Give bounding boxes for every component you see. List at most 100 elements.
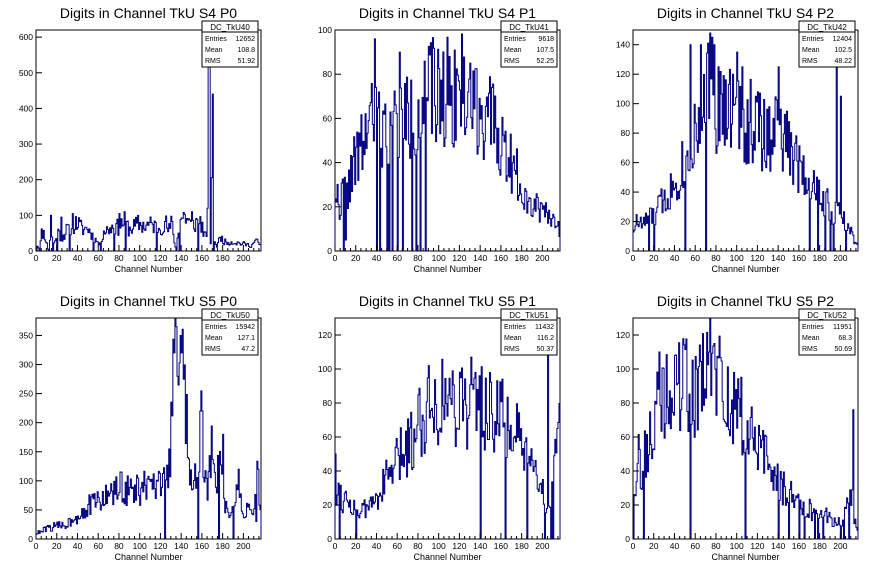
x-tick-label: 200 (535, 541, 549, 551)
stats-value: 127.1 (237, 335, 255, 342)
stats-label: Entries (504, 324, 526, 331)
y-tick-label: 40 (323, 158, 333, 168)
histogram-title: Digits in Channel TkU S5 P0 (60, 293, 237, 309)
y-tick-label: 40 (621, 466, 631, 476)
x-tick-label: 120 (153, 541, 167, 551)
x-tick-label: 80 (711, 541, 721, 551)
histogram-line (633, 317, 859, 540)
x-axis-label: Channel Number (413, 552, 481, 562)
stats-name: DC_TkU52 (807, 311, 847, 320)
y-tick-label: 100 (616, 364, 630, 374)
x-tick-label: 140 (174, 541, 188, 551)
x-tick-label: 80 (711, 253, 721, 263)
y-tick-label: 0 (327, 246, 332, 256)
x-tick-label: 100 (432, 253, 446, 263)
y-tick-label: 40 (621, 187, 631, 197)
x-tick-label: 40 (73, 541, 83, 551)
y-tick-label: 0 (28, 246, 33, 256)
histogram-line (632, 32, 859, 252)
x-tick-label: 160 (195, 253, 209, 263)
x-tick-label: 60 (93, 253, 103, 263)
x-tick-label: 140 (473, 541, 487, 551)
stats-value: 11951 (833, 324, 852, 331)
y-tick-label: 140 (616, 40, 630, 50)
x-tick-label: 0 (333, 541, 338, 551)
stats-label: RMS (504, 346, 520, 353)
x-tick-label: 0 (631, 253, 636, 263)
x-tick-label: 60 (392, 541, 402, 551)
x-tick-label: 0 (34, 253, 39, 263)
stats-label: Mean (205, 47, 223, 54)
x-tick-label: 0 (631, 541, 636, 551)
x-tick-label: 160 (195, 541, 209, 551)
x-axis-label: Channel Number (114, 552, 182, 562)
x-tick-label: 120 (153, 253, 167, 263)
y-tick-label: 200 (19, 418, 33, 428)
x-tick-label: 60 (93, 541, 103, 551)
x-tick-label: 180 (515, 253, 529, 263)
stats-label: Mean (504, 335, 522, 342)
x-tick-label: 0 (333, 253, 338, 263)
x-tick-label: 20 (52, 253, 62, 263)
histogram-panel-4: Digits in Channel TkU S5 P1 0 20 40 60 80 100 1… (318, 293, 561, 562)
x-tick-label: 20 (351, 253, 361, 263)
x-tick-label: 20 (351, 541, 361, 551)
stats-value: 102.5 (834, 47, 852, 54)
stats-label: RMS (504, 58, 520, 65)
x-tick-label: 80 (114, 541, 124, 551)
y-tick-label: 80 (323, 398, 333, 408)
x-tick-label: 120 (452, 253, 466, 263)
stats-value: 116.2 (537, 335, 554, 342)
x-axis-label: Channel Number (711, 264, 779, 274)
y-tick-label: 100 (318, 25, 332, 35)
stats-value: 15942 (236, 324, 256, 331)
x-tick-label: 180 (813, 541, 827, 551)
stats-box: DC_TkU50 Entries 15942 Mean 127.1 RMS 47.2 (201, 308, 259, 356)
plot-frame (334, 29, 561, 252)
histogram-title: Digits in Channel TkU S4 P2 (657, 5, 834, 21)
histogram-title: Digits in Channel TkU S5 P2 (657, 293, 834, 309)
y-tick-label: 100 (616, 99, 630, 109)
x-tick-label: 0 (34, 541, 39, 551)
y-tick-label: 120 (318, 330, 332, 340)
y-tick-label: 0 (28, 534, 33, 544)
y-tick-label: 500 (19, 68, 33, 78)
stats-label: Entries (205, 36, 227, 43)
x-tick-label: 40 (372, 541, 382, 551)
y-tick-label: 150 (19, 447, 33, 457)
stats-label: Mean (205, 335, 223, 342)
stats-value: 108.8 (237, 47, 255, 54)
stats-label: Entries (802, 36, 824, 43)
y-tick-label: 20 (621, 500, 631, 510)
y-tick-label: 200 (19, 175, 33, 185)
stats-value: 9618 (538, 36, 554, 43)
histogram-line (35, 317, 262, 540)
stats-value: 50.69 (834, 346, 852, 353)
stats-value: 11432 (535, 324, 554, 331)
y-tick-label: 350 (19, 330, 33, 340)
stats-value: 50.37 (536, 346, 554, 353)
x-tick-label: 40 (372, 253, 382, 263)
stats-box: DC_TkU51 Entries 11432 Mean 116.2 RMS 50.37 (500, 308, 558, 356)
y-tick-label: 100 (318, 364, 332, 374)
y-tick-label: 20 (323, 202, 333, 212)
y-tick-label: 0 (625, 246, 630, 256)
stats-value: 52.25 (536, 58, 554, 65)
x-tick-label: 200 (236, 541, 250, 551)
stats-value: 68.3 (838, 335, 852, 342)
x-tick-label: 40 (670, 541, 680, 551)
x-tick-label: 120 (452, 541, 466, 551)
stats-label: Mean (802, 335, 820, 342)
stats-box: DC_TkU42 Entries 12404 Mean 102.5 RMS 48.22 (798, 20, 856, 68)
x-axis-label: Channel Number (711, 552, 779, 562)
stats-label: Mean (802, 47, 820, 54)
histogram-line (334, 33, 561, 252)
histogram-title: Digits in Channel TkU S4 P0 (60, 5, 237, 21)
histogram-panel-0: Digits in Channel TkU S4 P0 0 20 40 60 80 100 1… (19, 5, 262, 274)
x-tick-label: 100 (730, 253, 744, 263)
x-tick-label: 100 (730, 541, 744, 551)
x-tick-label: 180 (216, 253, 230, 263)
x-tick-label: 180 (515, 541, 529, 551)
stats-box: DC_TkU41 Entries 9618 Mean 107.5 RMS 52.25 (500, 20, 558, 68)
